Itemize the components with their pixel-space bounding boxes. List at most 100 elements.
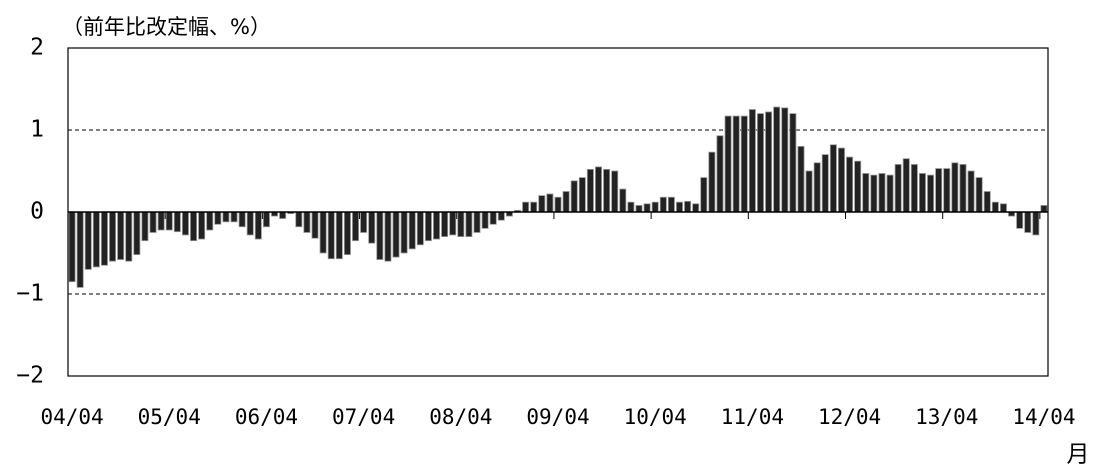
bar (133, 211, 141, 256)
bar (368, 211, 376, 244)
bar (246, 211, 254, 236)
bar (125, 211, 133, 262)
bar (165, 211, 173, 231)
bar (206, 211, 214, 231)
bar (198, 211, 206, 240)
bar (465, 211, 473, 238)
bar (149, 211, 157, 233)
bar (578, 177, 586, 213)
bar (708, 151, 716, 213)
bar (700, 177, 708, 213)
bar (943, 168, 951, 213)
bar (214, 211, 222, 225)
bar (781, 107, 789, 213)
bar (100, 211, 108, 266)
bar (384, 211, 392, 262)
x-tick-label: 10/04 (624, 405, 687, 429)
x-unit: 月 (1067, 442, 1090, 468)
bar (894, 164, 902, 213)
bar (862, 173, 870, 213)
bar (765, 111, 773, 213)
x-tick-label: 04/04 (40, 405, 103, 429)
bar (1040, 205, 1048, 213)
bar (837, 147, 845, 213)
bar (684, 200, 692, 213)
bar (643, 203, 651, 213)
x-tick-label: 12/04 (818, 405, 881, 429)
bar (570, 180, 578, 213)
bar (303, 211, 311, 233)
bar (595, 166, 602, 213)
bar (489, 211, 497, 225)
x-tick-label: 13/04 (915, 405, 978, 429)
bar (935, 168, 943, 213)
bar (408, 211, 416, 250)
x-tick-label: 06/04 (235, 405, 298, 429)
bar (554, 196, 562, 213)
bar (1024, 211, 1032, 233)
bar (611, 170, 619, 213)
bar (76, 211, 84, 288)
bar (951, 162, 959, 213)
bar (902, 158, 910, 213)
bar (829, 144, 837, 213)
bar (692, 203, 700, 213)
bar (530, 201, 538, 213)
y-tick-label: 2 (30, 35, 44, 61)
chart-title: （前年比改定幅、%） (62, 15, 271, 39)
bar (667, 196, 675, 213)
y-tick-label: 1 (30, 117, 44, 143)
bar (157, 211, 165, 231)
bar (457, 211, 465, 238)
bar (352, 211, 359, 242)
bar (757, 113, 764, 213)
bar (740, 115, 748, 213)
bar (181, 211, 189, 236)
bar (84, 211, 92, 270)
bar (538, 195, 546, 213)
bar (854, 160, 862, 213)
bar (141, 211, 149, 242)
bar (392, 211, 400, 258)
bar (975, 177, 983, 213)
bar (927, 174, 935, 213)
bar (1032, 211, 1040, 236)
bar (1016, 211, 1024, 229)
bar (999, 203, 1007, 213)
bar (109, 211, 117, 262)
bar (603, 168, 611, 213)
bar (424, 211, 432, 242)
bar (789, 113, 797, 213)
bar (222, 211, 230, 223)
bar (400, 211, 408, 254)
bar (967, 170, 975, 213)
y-tick-label: 0 (30, 199, 44, 225)
bar (279, 211, 287, 219)
bar (635, 205, 643, 213)
x-tick-label: 07/04 (332, 405, 395, 429)
bar (449, 211, 457, 236)
bar (173, 211, 181, 233)
bar (716, 135, 724, 213)
bar (522, 201, 530, 213)
bar (991, 201, 999, 213)
x-tick-label: 08/04 (429, 405, 492, 429)
bar (732, 115, 740, 213)
bar (481, 211, 489, 229)
bar (190, 211, 198, 242)
bar (92, 211, 100, 268)
bar (262, 211, 270, 228)
bar (651, 201, 659, 213)
bar (805, 170, 813, 213)
bar (748, 109, 756, 213)
bar (797, 145, 805, 213)
bar (676, 201, 683, 213)
bar (441, 211, 449, 238)
bar (659, 196, 667, 213)
bar (870, 174, 878, 213)
bar (724, 115, 732, 213)
bar (230, 211, 238, 223)
x-tick-label: 05/04 (138, 405, 201, 429)
bar (562, 191, 570, 213)
